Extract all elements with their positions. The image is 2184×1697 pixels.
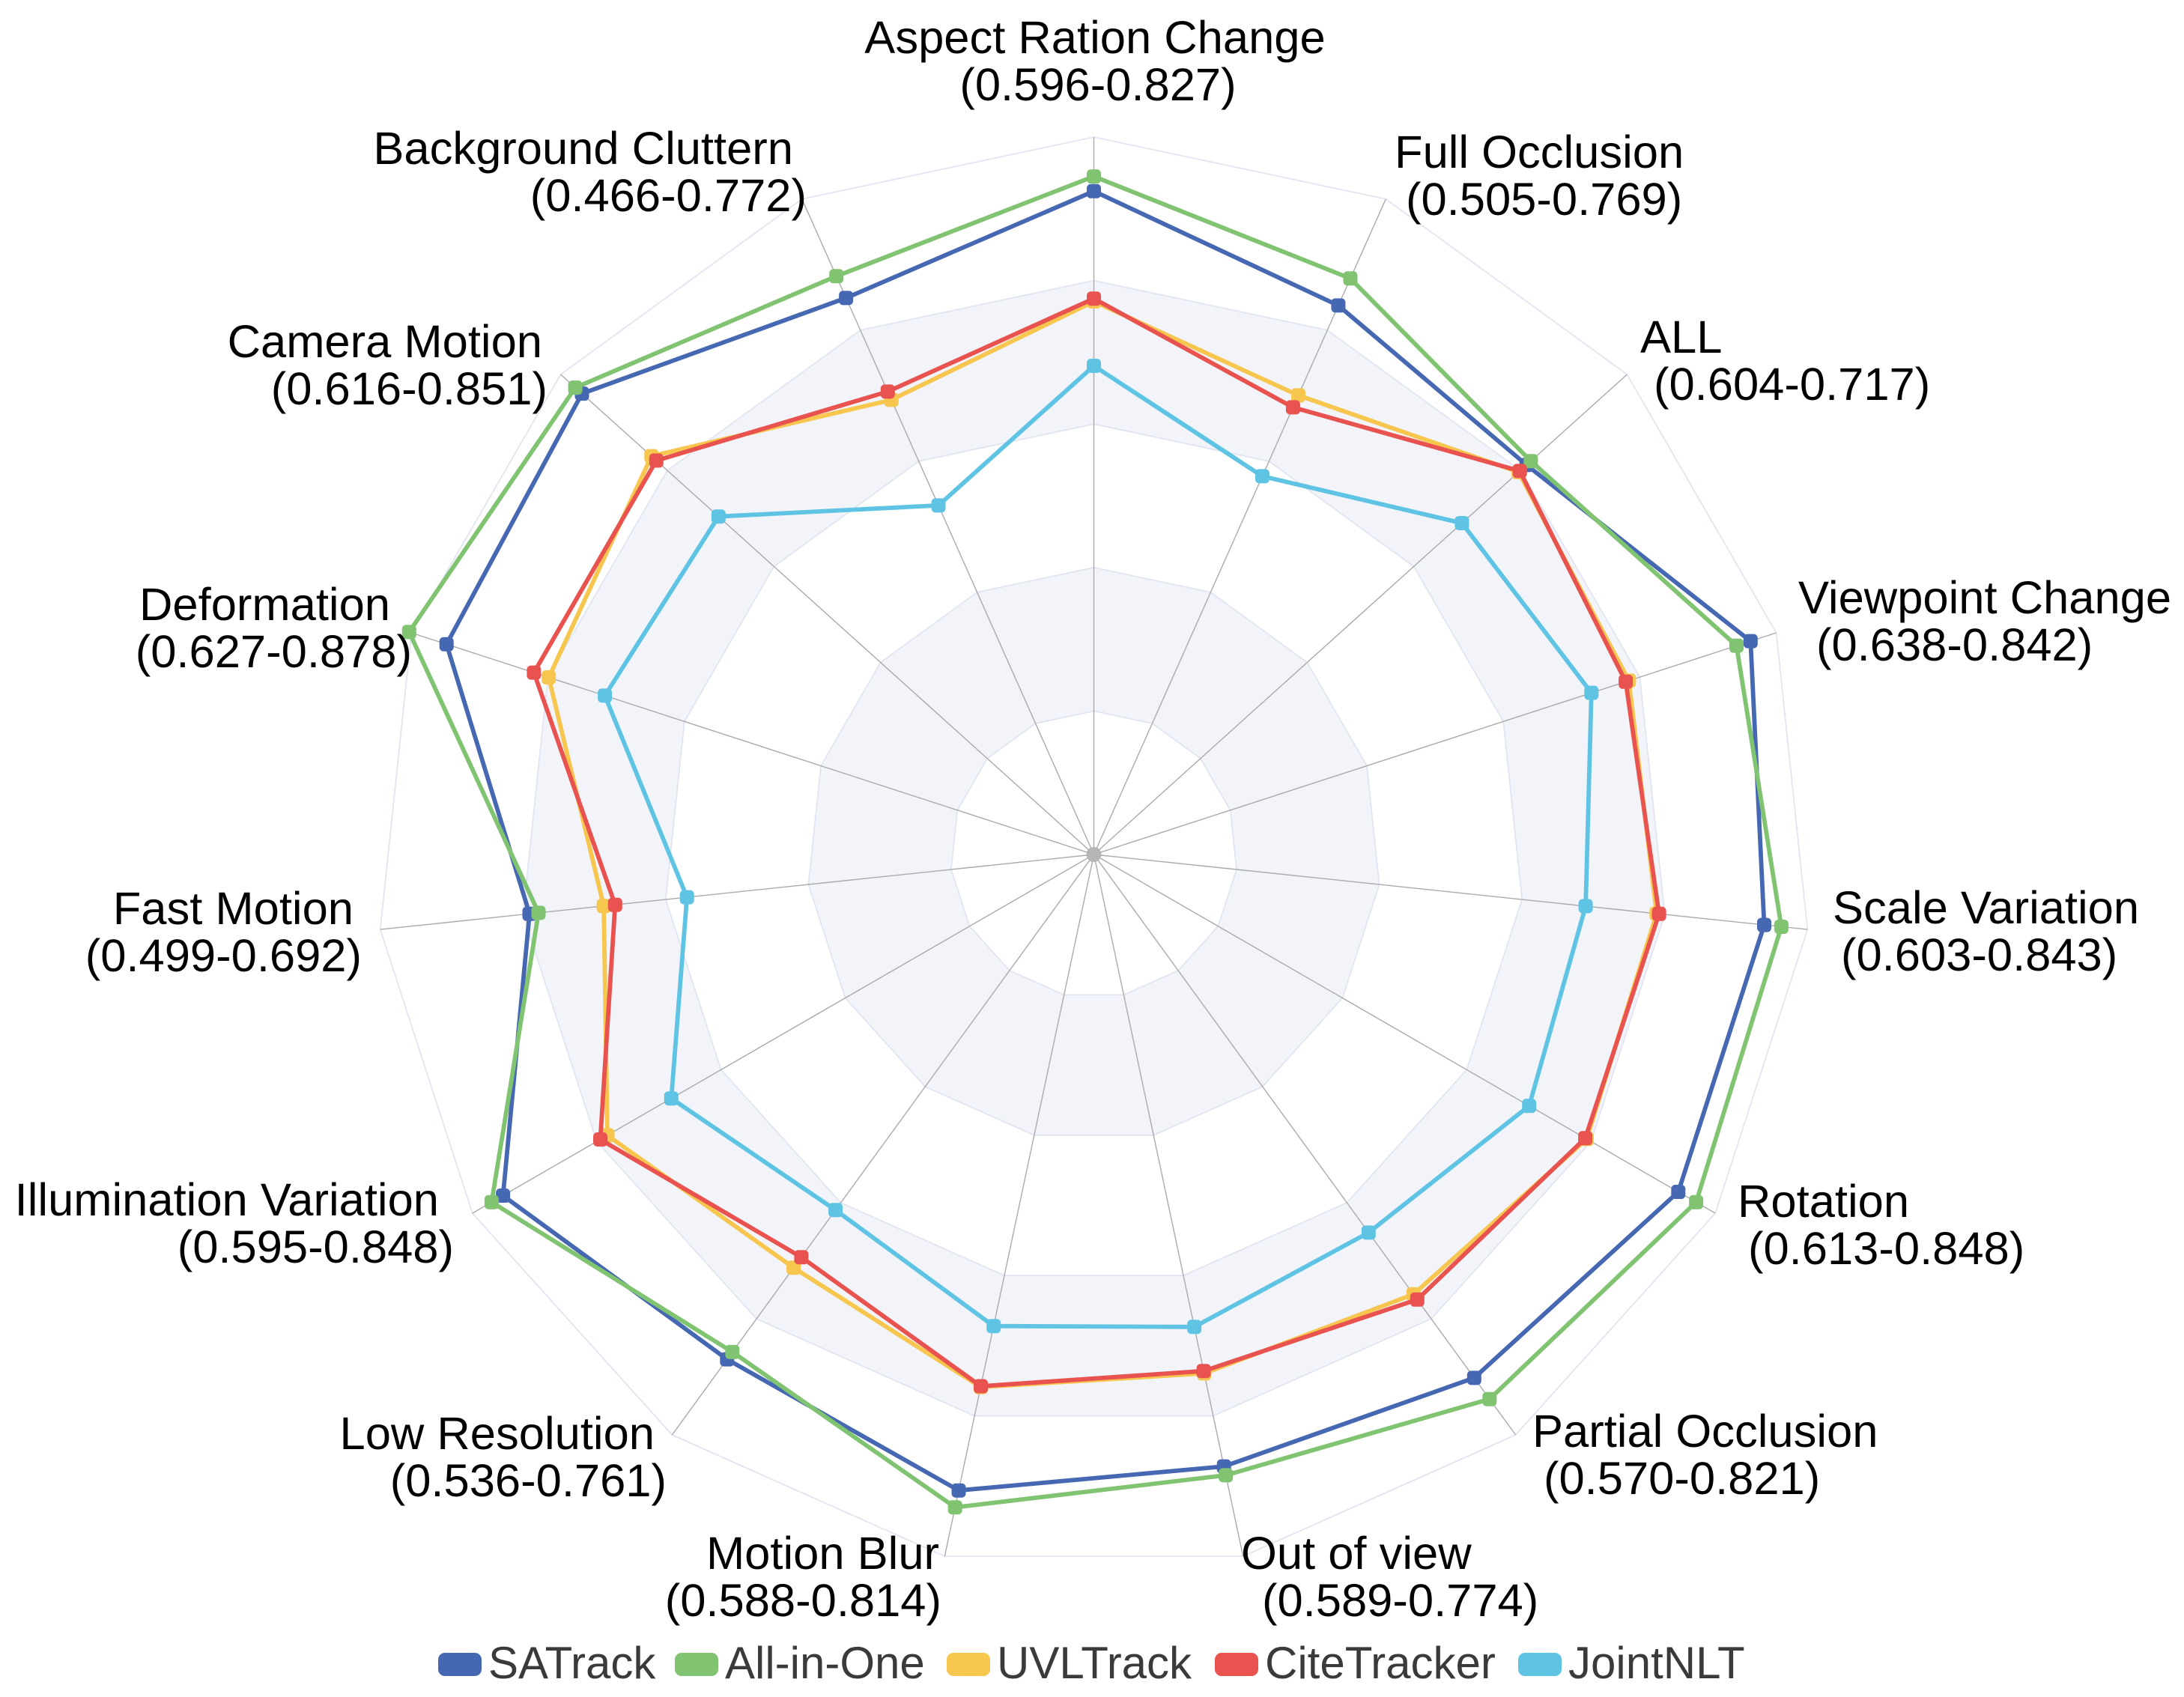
svg-text:(0.638-0.842): (0.638-0.842) [1816, 619, 2093, 671]
svg-text:(0.613-0.848): (0.613-0.848) [1748, 1223, 2024, 1275]
svg-text:Illumination Variation: Illumination Variation [15, 1174, 439, 1226]
svg-text:CiteTracker: CiteTracker [1265, 1638, 1496, 1688]
svg-text:(0.536-0.761): (0.536-0.761) [390, 1455, 667, 1507]
svg-text:SATrack: SATrack [488, 1638, 656, 1688]
svg-text:ALL: ALL [1640, 312, 1722, 363]
svg-text:Fast Motion: Fast Motion [113, 883, 354, 935]
svg-text:(0.595-0.848): (0.595-0.848) [178, 1221, 454, 1273]
svg-text:Aspect Ration Change: Aspect Ration Change [864, 12, 1325, 64]
svg-text:Low Resolution: Low Resolution [339, 1408, 655, 1460]
svg-text:(0.603-0.843): (0.603-0.843) [1841, 929, 2117, 981]
svg-text:(0.596-0.827): (0.596-0.827) [959, 59, 1236, 111]
svg-text:(0.616-0.851): (0.616-0.851) [271, 363, 547, 415]
svg-text:JointNLT: JointNLT [1568, 1638, 1745, 1688]
svg-text:(0.505-0.769): (0.505-0.769) [1406, 174, 1682, 225]
svg-text:Motion Blur: Motion Blur [706, 1528, 939, 1579]
svg-text:(0.570-0.821): (0.570-0.821) [1544, 1453, 1820, 1505]
svg-text:Rotation: Rotation [1738, 1176, 1909, 1227]
svg-text:Viewpoint Change: Viewpoint Change [1798, 572, 2171, 624]
svg-text:(0.589-0.774): (0.589-0.774) [1262, 1575, 1538, 1627]
svg-text:Out of view: Out of view [1241, 1528, 1472, 1579]
svg-text:(0.627-0.878): (0.627-0.878) [136, 626, 412, 678]
svg-text:Deformation: Deformation [139, 579, 390, 631]
svg-text:(0.466-0.772): (0.466-0.772) [530, 170, 807, 222]
svg-text:(0.588-0.814): (0.588-0.814) [665, 1575, 941, 1627]
svg-text:Partial Occlusion: Partial Occlusion [1532, 1406, 1878, 1457]
svg-text:(0.604-0.717): (0.604-0.717) [1654, 359, 1930, 410]
svg-text:Background Cluttern: Background Cluttern [373, 123, 793, 174]
svg-text:Camera Motion: Camera Motion [228, 316, 542, 368]
svg-text:(0.499-0.692): (0.499-0.692) [85, 930, 362, 982]
svg-text:Scale Variation: Scale Variation [1833, 882, 2139, 934]
svg-text:All-in-One: All-in-One [725, 1638, 925, 1688]
svg-text:UVLTrack: UVLTrack [997, 1638, 1192, 1688]
svg-text:Full Occlusion: Full Occlusion [1395, 127, 1684, 178]
